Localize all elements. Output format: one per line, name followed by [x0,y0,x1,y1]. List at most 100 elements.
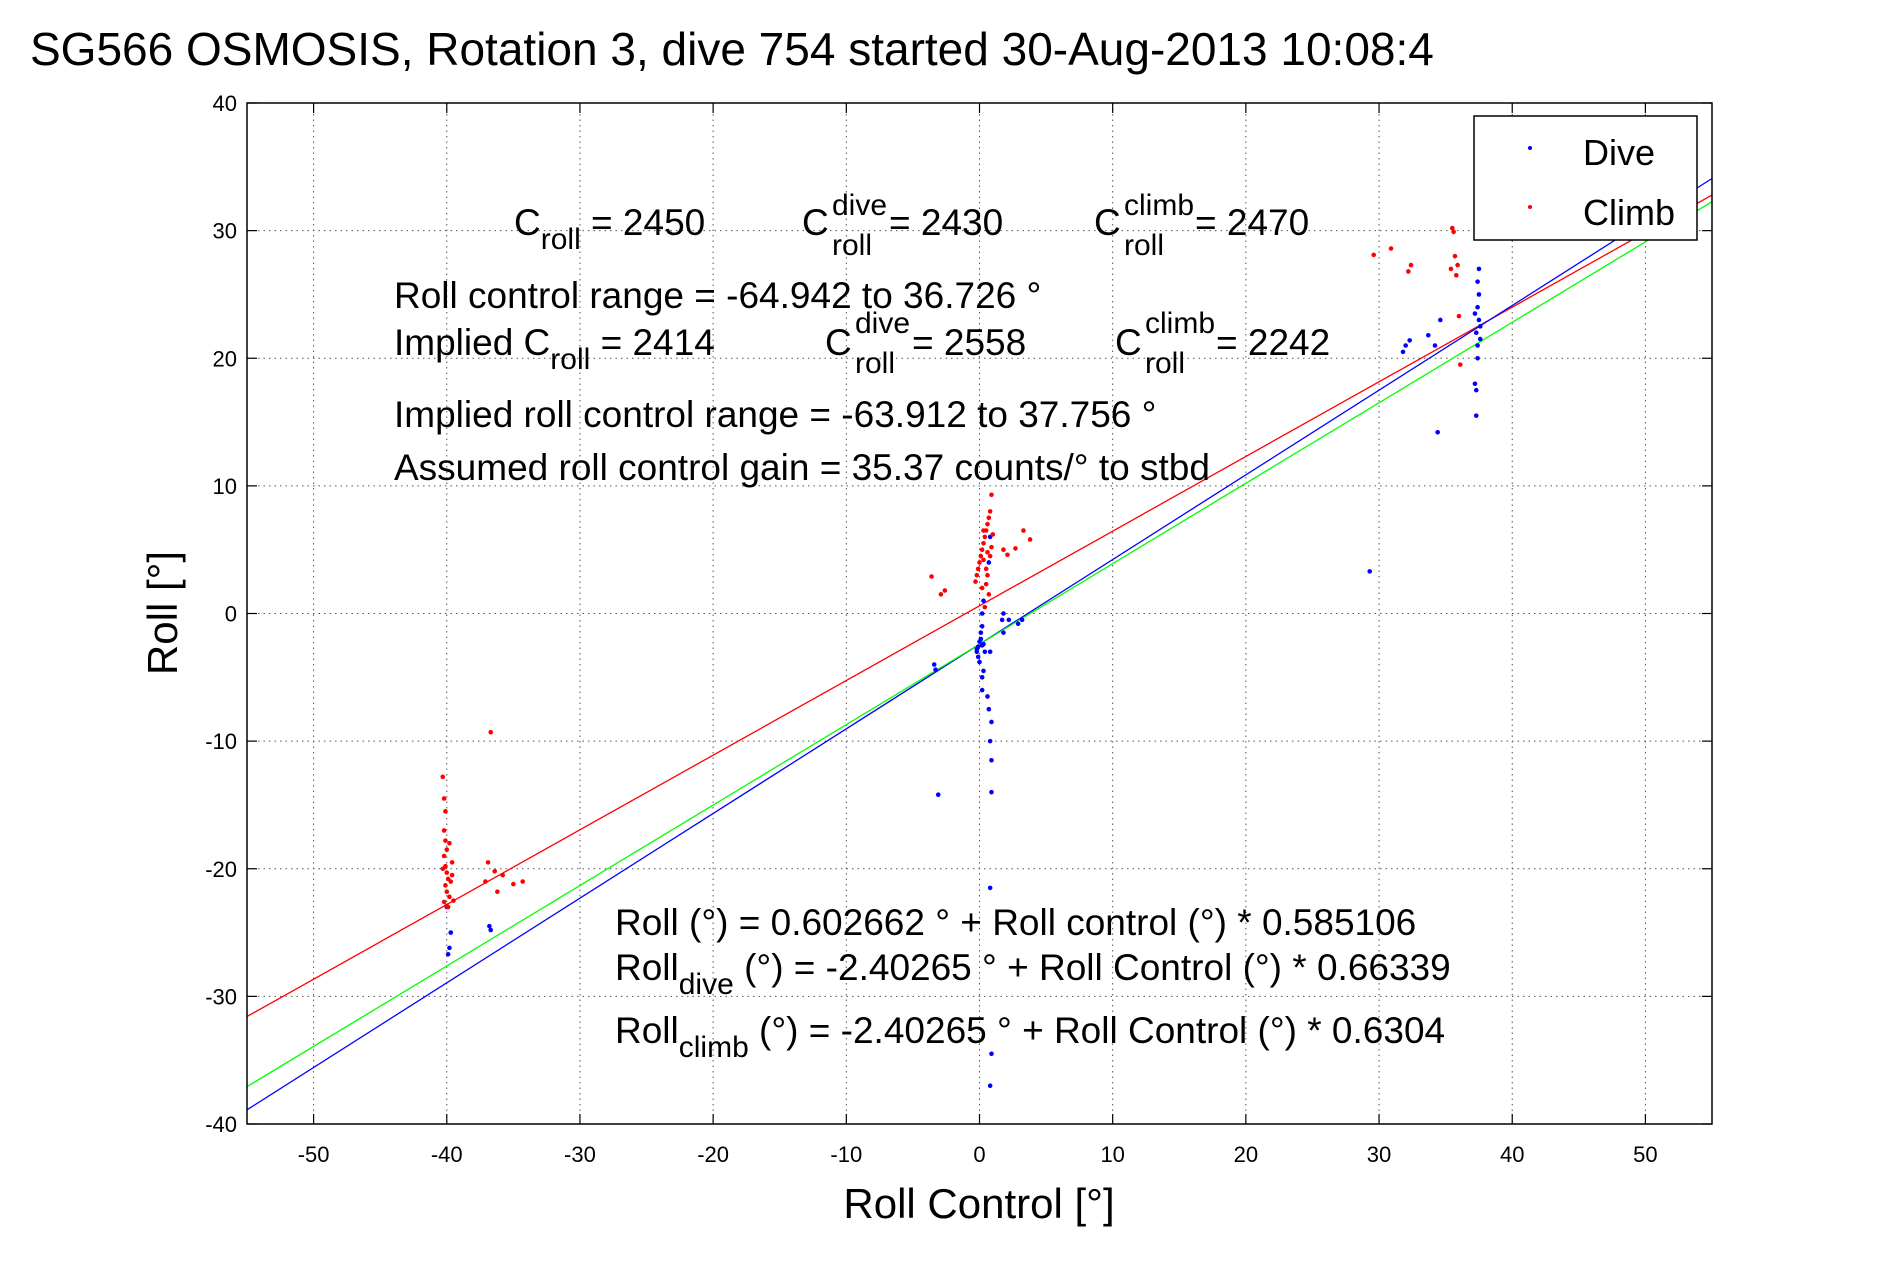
data-point [989,1051,994,1057]
data-point [978,630,984,635]
data-point [986,515,992,521]
annotation-croll-climb-sub: roll [1124,229,1164,262]
annotation-croll-climb: C [1094,202,1121,243]
data-point [981,557,986,563]
data-point [974,572,980,578]
data-point [1001,547,1006,552]
data-point [985,572,990,578]
data-point [1407,338,1412,343]
data-point [989,789,994,795]
data-point [449,872,455,878]
annotation-croll-dive-val: = 2430 [889,202,1003,243]
data-point [975,566,981,572]
data-point [975,644,981,649]
data-point [1367,569,1373,574]
data-point [981,528,986,533]
data-point [987,649,993,655]
data-point [1435,429,1440,435]
data-point [487,923,492,929]
data-point [1476,317,1482,323]
data-point [1476,292,1482,297]
data-point [989,492,994,498]
data-point [1473,387,1479,393]
data-point [1475,343,1480,348]
data-point [1021,528,1026,533]
data-point [1013,546,1018,551]
data-point [443,838,448,843]
data-point [1019,617,1025,623]
data-point [1475,304,1480,310]
annotation-croll-climb-val: = 2470 [1195,202,1309,243]
data-point [981,598,986,604]
data-point [979,585,985,591]
annotation-implied-dive-sub: roll [855,347,895,380]
annotation-implied-climb: C [1115,322,1142,363]
data-point [1448,266,1454,272]
data-point [999,617,1005,623]
data-point [989,544,994,550]
legend-label-climb: Climb [1583,192,1675,233]
data-point [989,719,994,725]
data-point [1456,313,1462,319]
y-tick-label: 10 [213,474,237,499]
legend: Dive Climb [1473,115,1698,241]
data-point [1406,269,1411,274]
data-point [444,847,450,852]
data-point [979,611,985,616]
data-point [444,889,450,895]
annotation-croll-dive: C [802,202,829,243]
data-point [447,840,452,846]
data-point [981,668,986,674]
data-point [986,560,992,565]
y-tick-label: -20 [205,857,237,882]
annotations: Croll = 2450 C dive roll = 2430 C climb … [394,189,1451,1064]
data-point [1432,343,1438,348]
y-tick-label: 20 [213,346,237,371]
data-point [985,549,990,555]
data-point [1006,617,1012,623]
annotation-fit-equation-dive: Rolldive (°) = -2.40265 ° + Roll Control… [615,947,1451,1001]
data-point [441,796,447,801]
data-point [973,579,978,584]
data-point [987,553,993,559]
data-point [987,1083,993,1089]
data-point [935,792,941,798]
data-point [448,879,454,884]
data-point [1400,349,1406,355]
legend-box [1473,115,1698,241]
fit-line [246,194,1713,1018]
annotation-croll-dive-sup: dive [832,189,887,222]
y-axis-label: Roll [°] [139,551,186,675]
annotation-range-line: Roll control range = -64.942 to 36.726 ° [394,275,1041,316]
data-point [443,809,448,814]
data-point [1027,537,1033,542]
fit-line [246,201,1713,1088]
annotation-implied-climb-sup: climb [1145,307,1215,340]
data-point [931,662,937,667]
data-point [441,853,447,859]
x-tick-label: 50 [1633,1142,1657,1167]
data-point [1403,343,1408,348]
data-point [985,694,990,699]
data-point [1473,330,1479,336]
y-tick-label: 30 [213,219,237,244]
data-point [975,654,981,660]
data-point [1015,621,1021,627]
annotation-implied-dive-sup: dive [855,307,910,340]
data-point [979,623,985,629]
data-point [500,872,506,878]
data-point [979,547,985,552]
annotation-fit-equation-climb: Rollclimb (°) = -2.40265 ° + Roll Contro… [615,1010,1445,1064]
x-tick-label: 10 [1100,1142,1124,1167]
data-point [929,574,934,579]
data-point [982,649,988,655]
data-point [449,860,455,865]
data-point [986,706,992,712]
data-point [978,553,984,559]
fit-lines [246,177,1713,1111]
data-point [447,894,452,900]
series-climb [440,225,1463,910]
data-point [441,899,447,905]
y-tick-label: 0 [225,602,237,627]
